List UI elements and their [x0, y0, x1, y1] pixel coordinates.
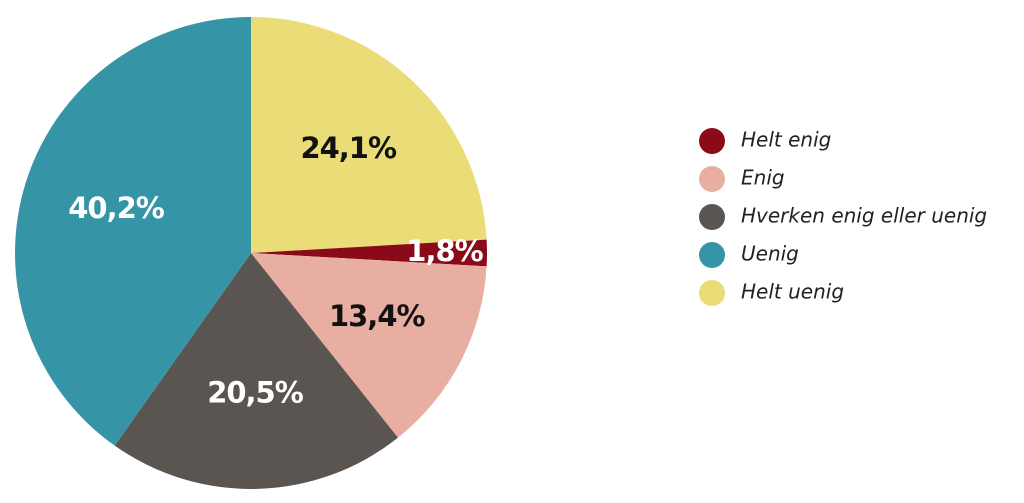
value-label: 13,4%	[329, 299, 426, 333]
legend-label: Enig	[741, 166, 785, 190]
pie-slice	[251, 253, 487, 438]
pie-slice	[251, 239, 487, 267]
value-label: 1,8%	[406, 234, 483, 268]
legend-label: Hverken enig eller uenig	[741, 204, 987, 228]
pie-slice	[14, 17, 251, 446]
pie-slice	[251, 17, 487, 253]
legend-label: Helt uenig	[741, 280, 844, 304]
value-label: 24,1%	[300, 131, 397, 165]
legend-swatch	[699, 166, 725, 192]
value-label: 20,5%	[207, 376, 304, 410]
legend-swatch	[699, 128, 725, 154]
value-label: 40,2%	[68, 191, 165, 225]
legend-label: Uenig	[741, 242, 799, 266]
legend-swatch	[699, 280, 725, 306]
legend-label: Helt enig	[741, 128, 831, 152]
legend-swatch	[699, 242, 725, 268]
legend-swatch	[699, 204, 725, 230]
pie-slice	[114, 253, 398, 489]
